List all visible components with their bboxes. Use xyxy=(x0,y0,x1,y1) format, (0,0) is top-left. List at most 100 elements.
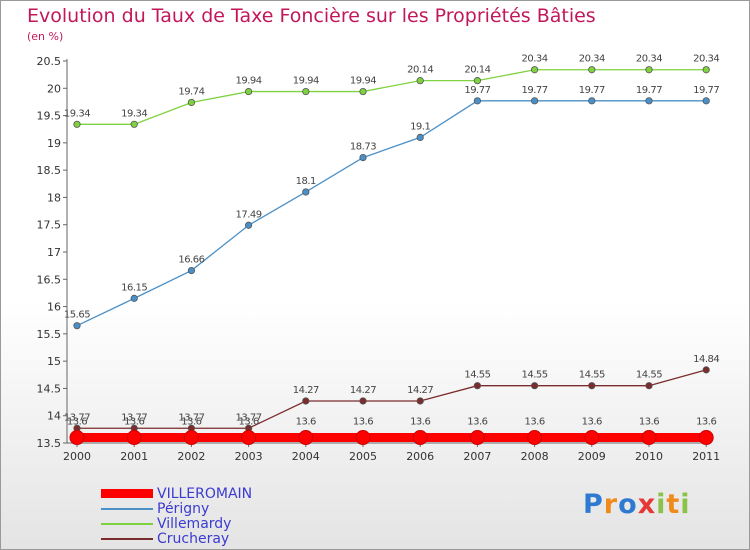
y-tick-label: 14 xyxy=(47,410,61,423)
data-point xyxy=(359,397,367,405)
data-label: 20.14 xyxy=(464,65,490,76)
data-point xyxy=(527,430,543,446)
data-label: 13.6 xyxy=(67,417,87,428)
data-label: 13.6 xyxy=(410,417,430,428)
data-point xyxy=(412,430,428,446)
y-tick-label: 19 xyxy=(47,137,61,150)
data-label: 13.6 xyxy=(124,417,144,428)
logo-letter: t xyxy=(666,489,681,520)
data-point xyxy=(187,98,195,107)
data-point xyxy=(473,77,481,85)
data-label: 19.77 xyxy=(522,85,548,96)
data-label: 16.66 xyxy=(178,255,204,266)
x-tick-label: 2010 xyxy=(635,450,663,463)
data-point xyxy=(588,382,596,390)
data-label: 19.34 xyxy=(64,108,90,119)
data-point xyxy=(359,153,367,162)
x-tick-label: 2000 xyxy=(63,450,91,463)
x-tick-label: 2001 xyxy=(120,450,148,463)
legend-label: VILLEROMAIN xyxy=(157,485,253,502)
data-point xyxy=(69,430,85,446)
data-point xyxy=(530,382,539,390)
data-point xyxy=(187,266,195,275)
x-tick-label: 2009 xyxy=(578,450,606,463)
x-tick-label: 2008 xyxy=(521,450,549,463)
data-point xyxy=(641,430,657,446)
x-tick-label: 2005 xyxy=(349,450,377,463)
data-point xyxy=(416,77,424,85)
series-line-villemardy xyxy=(77,69,707,125)
data-point xyxy=(530,97,539,105)
data-label: 13.6 xyxy=(353,417,373,428)
x-tick-label: 2007 xyxy=(463,450,491,463)
data-point xyxy=(645,382,653,390)
data-point xyxy=(702,97,710,105)
data-labels: 13.6 13.6 13.6 13.6 13.6 13.6 13.6 13.6 13.6 13.6… xyxy=(64,54,720,428)
chart-unit-label: (en %) xyxy=(27,30,64,43)
legend-label: Villemardy xyxy=(157,515,232,532)
y-tick-label: 16 xyxy=(47,301,61,314)
data-label: 13.6 xyxy=(467,417,487,428)
data-point xyxy=(245,87,253,96)
data-label: 13.6 xyxy=(296,417,316,428)
data-label: 14.55 xyxy=(636,370,662,381)
data-label: 13.77 xyxy=(236,412,262,423)
y-tick-label: 15 xyxy=(47,355,61,368)
data-point xyxy=(183,430,199,446)
data-label: 19.77 xyxy=(579,85,605,96)
data-point xyxy=(473,97,481,105)
data-label: 13.6 xyxy=(639,417,659,428)
data-point xyxy=(359,87,367,96)
legend-label: Crucheray xyxy=(157,530,230,547)
data-point xyxy=(702,366,710,374)
y-tick-label: 15.5 xyxy=(37,328,62,341)
data-point xyxy=(73,120,81,128)
data-label: 15.65 xyxy=(64,310,90,321)
data-label: 14.27 xyxy=(293,385,319,396)
data-label: 19.77 xyxy=(464,85,490,96)
logo-letter: P xyxy=(583,489,604,520)
data-label: 19.74 xyxy=(178,86,204,97)
data-label: 14.55 xyxy=(522,370,548,381)
data-label: 14.55 xyxy=(579,370,605,381)
data-point xyxy=(702,66,710,74)
data-label: 13.6 xyxy=(181,417,201,428)
data-label: 13.77 xyxy=(64,412,90,423)
x-tick-label: 2003 xyxy=(235,450,263,463)
data-point xyxy=(584,430,600,446)
series-line-périgny xyxy=(76,100,707,327)
x-tick-label: 2002 xyxy=(177,450,205,463)
data-label: 14.27 xyxy=(350,385,376,396)
data-point xyxy=(298,430,314,446)
data-point xyxy=(645,66,653,74)
x-tick-label: 2004 xyxy=(292,450,320,463)
data-point xyxy=(302,188,310,196)
data-point xyxy=(416,397,424,405)
logo-letter: i xyxy=(656,489,667,520)
data-label: 13.6 xyxy=(696,417,716,428)
logo-letter: r xyxy=(603,489,619,520)
y-tick-label: 20.5 xyxy=(37,55,62,68)
y-tick-label: 13.5 xyxy=(37,437,62,450)
legend-item: Villemardy xyxy=(101,515,252,532)
legend-item: Périgny xyxy=(101,500,252,517)
data-point xyxy=(645,97,653,105)
y-tick-label: 20 xyxy=(47,82,61,95)
y-tick-label: 14.5 xyxy=(37,382,62,395)
legend-item: VILLEROMAIN xyxy=(101,485,253,502)
chart-legend: VILLEROMAIN Périgny Villemardy Crucheray xyxy=(101,485,253,547)
data-label: 18.1 xyxy=(296,176,316,187)
data-point xyxy=(130,294,138,302)
data-point xyxy=(302,397,310,405)
data-label: 14.84 xyxy=(693,354,719,365)
data-point xyxy=(530,66,539,74)
series-line-crucheray xyxy=(77,369,707,429)
legend-label: Périgny xyxy=(157,500,210,517)
data-point xyxy=(355,430,371,446)
x-tick-label: 2011 xyxy=(692,450,720,463)
logo-letter: o xyxy=(618,489,638,520)
data-label: 19.1 xyxy=(410,121,430,132)
data-point xyxy=(130,120,138,128)
